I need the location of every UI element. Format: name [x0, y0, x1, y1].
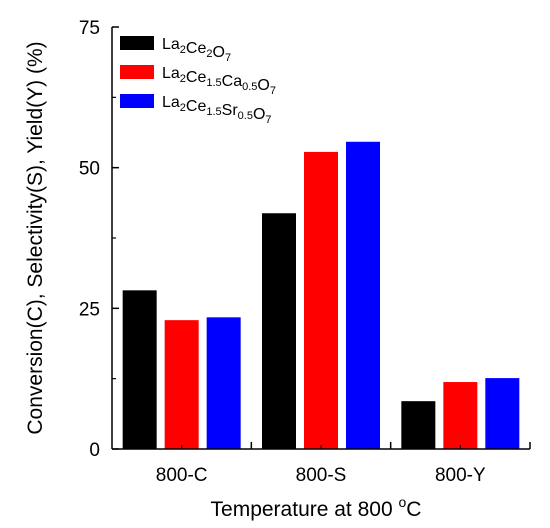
- bar-La2Ce1.5Ca0.5O7-800-S: [304, 151, 338, 450]
- legend-label: La2Ce1.5Ca0.5O7: [162, 65, 276, 97]
- y-tick-label: 25: [79, 299, 100, 320]
- x-tick-label: 800-S: [296, 465, 347, 486]
- legend-swatch: [120, 65, 154, 79]
- x-axis-label: Temperature at 800 oC: [211, 494, 422, 521]
- legend-swatch: [120, 94, 154, 108]
- y-axis-label: Conversion(C), Selectivity(S), Yield(Y) …: [24, 41, 47, 434]
- bar-La2Ce1.5Sr0.5O7-800-Y: [485, 378, 520, 449]
- y-tick-label: 75: [79, 18, 100, 39]
- bar-La2Ce2O7-800-Y: [401, 401, 436, 449]
- x-tick-label: 800-C: [156, 465, 208, 486]
- bar-La2Ce1.5Sr0.5O7-800-S: [346, 141, 380, 449]
- y-tick-label: 0: [89, 440, 100, 461]
- bar-La2Ce2O7-800-C: [122, 290, 157, 449]
- legend-label: La2Ce2O7: [162, 36, 231, 64]
- bar-La2Ce1.5Ca0.5O7-800-C: [164, 320, 199, 449]
- bar-La2Ce2O7-800-S: [262, 213, 296, 449]
- x-tick-label: 800-Y: [435, 465, 486, 486]
- bar-La2Ce1.5Ca0.5O7-800-Y: [443, 382, 478, 449]
- x-ticks-group: 800-C 800-S 800-Y: [156, 442, 531, 486]
- legend-swatch: [120, 36, 154, 50]
- y-tick-label: 50: [79, 159, 100, 180]
- y-ticks-group: 0 25 50 75: [79, 18, 119, 461]
- bars-group: [122, 141, 520, 450]
- legend-label: La2Ce1.5Sr0.5O7: [162, 94, 272, 126]
- bar-La2Ce1.5Sr0.5O7-800-C: [206, 317, 241, 449]
